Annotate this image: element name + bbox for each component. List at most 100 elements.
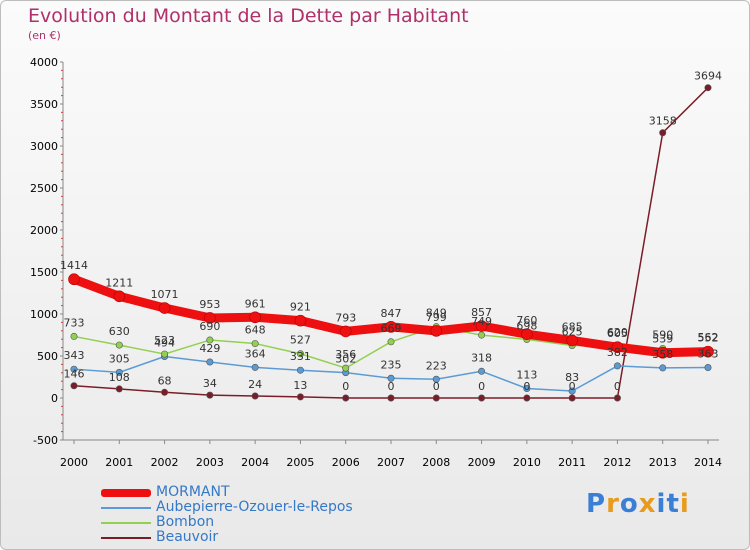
data-label: 625 — [562, 326, 583, 339]
data-point — [70, 382, 78, 390]
data-point — [478, 331, 486, 339]
x-tick-label: 2010 — [513, 456, 541, 469]
x-tick-label: 2011 — [558, 456, 586, 469]
data-point — [475, 320, 488, 332]
y-tick-label: 3000 — [30, 140, 58, 153]
data-label: 494 — [154, 337, 175, 350]
data-label: 1414 — [60, 259, 88, 272]
data-point — [251, 363, 259, 371]
data-label: 749 — [471, 315, 492, 328]
data-label: 343 — [64, 349, 85, 362]
data-label: 0 — [478, 380, 485, 393]
data-label: 146 — [64, 368, 85, 381]
data-label: 733 — [64, 316, 85, 329]
y-tick-label: 2500 — [30, 182, 58, 195]
data-point — [659, 129, 667, 137]
data-label: 562 — [698, 331, 719, 344]
data-label: 0 — [569, 380, 576, 393]
data-label: 961 — [245, 297, 266, 310]
data-point — [158, 302, 171, 314]
data-label: 685 — [562, 320, 583, 333]
data-point — [342, 364, 350, 372]
legend-swatch — [101, 537, 151, 539]
data-label: 523 — [154, 334, 175, 347]
data-label: 223 — [426, 359, 447, 372]
data-label: 849 — [426, 307, 447, 320]
data-point — [387, 374, 395, 382]
y-tick-label: 4000 — [30, 56, 58, 69]
logo-letter: t — [666, 489, 680, 519]
data-point — [296, 350, 304, 358]
data-label: 921 — [290, 301, 311, 314]
data-label: 539 — [652, 333, 673, 346]
data-label: 630 — [109, 325, 130, 338]
data-point — [432, 375, 440, 383]
data-point — [704, 84, 712, 92]
data-point — [611, 341, 624, 353]
data-point — [294, 314, 307, 327]
axes: -500 0 500 1000 1500 2000 2500 3000 3500 4000 2000… — [30, 56, 722, 469]
x-tick-label: 2004 — [241, 456, 269, 469]
data-label: 83 — [565, 371, 579, 384]
data-label: 358 — [652, 348, 673, 361]
data-label: 318 — [471, 351, 492, 364]
data-label: 363 — [698, 348, 719, 361]
series-lines — [68, 84, 714, 402]
data-label: 552 — [698, 332, 719, 345]
data-point — [568, 387, 576, 395]
data-label: 0 — [614, 380, 621, 393]
data-label: 0 — [342, 380, 349, 393]
data-label: 590 — [652, 328, 673, 341]
data-label: 331 — [290, 350, 311, 363]
data-point — [251, 392, 259, 400]
y-tick-label: -500 — [33, 434, 58, 447]
x-tick-label: 2007 — [377, 456, 405, 469]
data-label: 429 — [199, 342, 220, 355]
data-label: 605 — [607, 327, 628, 340]
data-point — [161, 350, 169, 358]
data-point — [339, 325, 352, 338]
data-label: 356 — [335, 348, 356, 361]
data-point — [613, 394, 621, 402]
data-point — [70, 365, 78, 373]
data-point — [115, 341, 123, 349]
logo-letter: o — [619, 489, 639, 519]
x-tick-label: 2008 — [422, 456, 450, 469]
data-label: 793 — [335, 311, 356, 324]
data-point — [161, 388, 169, 396]
y-tick-label: 3500 — [30, 98, 58, 111]
data-label: 68 — [158, 374, 172, 387]
data-point — [115, 368, 123, 376]
data-point — [523, 385, 531, 393]
logo-letter: i — [679, 489, 690, 519]
x-tick-label: 2006 — [332, 456, 360, 469]
y-tick-label: 500 — [37, 350, 58, 363]
data-label: 24 — [248, 378, 262, 391]
data-point — [702, 345, 714, 358]
y-tick-label: 2000 — [30, 224, 58, 237]
data-point — [432, 394, 440, 402]
data-label: 108 — [109, 371, 130, 384]
logo-letter: P — [586, 489, 607, 519]
chart-subtitle: (en €) — [28, 29, 61, 42]
data-label: 760 — [516, 314, 537, 327]
data-label: 620 — [607, 326, 628, 339]
legend-swatch — [101, 489, 151, 497]
data-label: 235 — [381, 358, 402, 371]
data-label: 3694 — [694, 70, 722, 83]
data-label: 364 — [245, 347, 266, 360]
data-label: 305 — [109, 352, 130, 365]
legend-swatch — [101, 507, 151, 509]
y-tick-label: 1000 — [30, 308, 58, 321]
data-label: 0 — [433, 380, 440, 393]
data-label: 669 — [381, 322, 402, 335]
x-tick-label: 2001 — [105, 456, 133, 469]
data-point — [704, 364, 712, 372]
x-tick-label: 2009 — [468, 456, 496, 469]
data-label: 527 — [290, 334, 311, 347]
data-point — [568, 394, 576, 402]
data-point — [251, 340, 259, 348]
legend-label: Bombon — [156, 514, 215, 530]
